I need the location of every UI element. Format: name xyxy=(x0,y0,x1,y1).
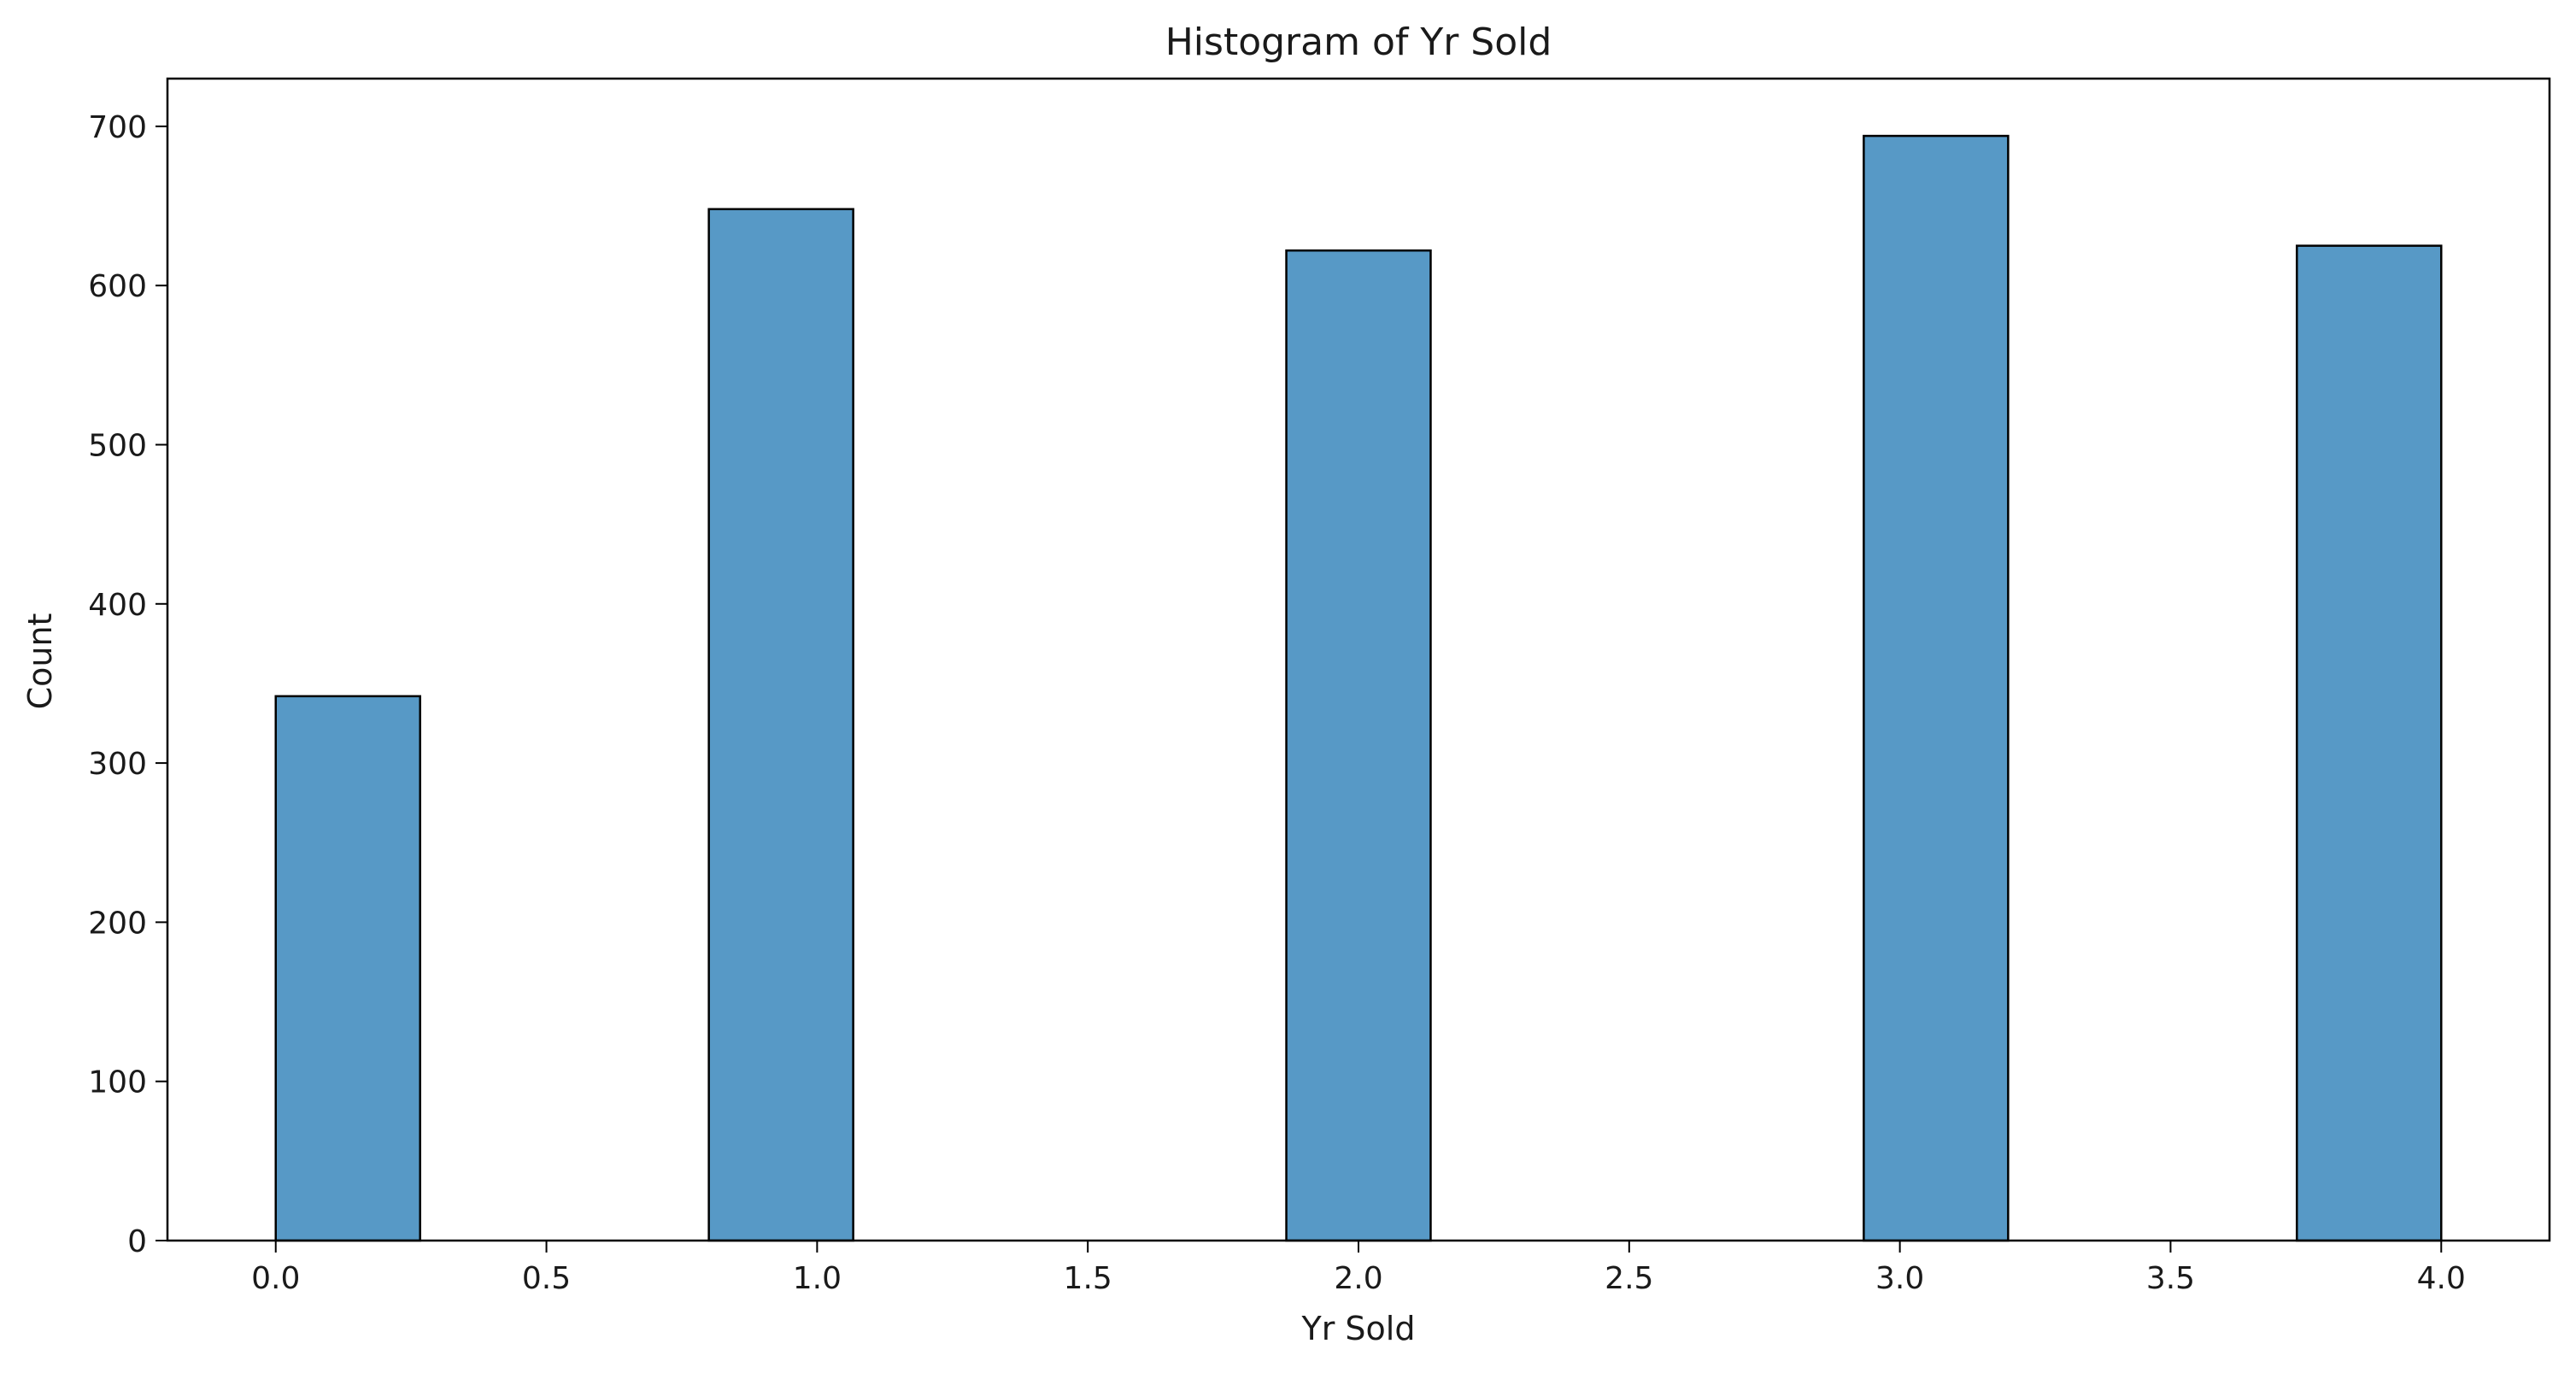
x-axis-label: Yr Sold xyxy=(1301,1310,1416,1347)
x-tick-label: 2.5 xyxy=(1605,1261,1653,1296)
x-tick-label: 1.5 xyxy=(1064,1261,1112,1296)
y-tick-label: 100 xyxy=(88,1065,147,1100)
y-tick-label: 700 xyxy=(88,110,147,145)
y-tick-label: 0 xyxy=(127,1224,147,1259)
y-tick-label: 600 xyxy=(88,269,147,304)
histogram-bar-11 xyxy=(1863,134,2010,1242)
bars-group xyxy=(274,134,2443,1242)
x-tick-label: 2.0 xyxy=(1334,1261,1382,1296)
y-axis-label: Count xyxy=(21,613,59,710)
x-axis-ticks: 0.0 0.5 1.0 1.5 2.0 2.5 3.0 3.5 4.0 xyxy=(251,1241,2466,1296)
plot-frame xyxy=(166,77,2551,1242)
x-tick-label: 4.0 xyxy=(2417,1261,2466,1296)
y-tick-label: 200 xyxy=(88,906,147,941)
x-tick-label: 3.5 xyxy=(2146,1261,2195,1296)
histogram-bar-7 xyxy=(1285,249,1432,1242)
y-tick-label: 500 xyxy=(88,428,147,463)
histogram-bar-3 xyxy=(707,208,854,1242)
y-tick-label: 400 xyxy=(88,588,147,623)
y-axis-ticks: 0 100 200 300 400 500 600 700 xyxy=(88,110,167,1259)
x-tick-label: 0.0 xyxy=(251,1261,300,1296)
y-tick-label: 300 xyxy=(88,747,147,782)
x-tick-label: 0.5 xyxy=(522,1261,571,1296)
histogram-bar-14 xyxy=(2296,244,2443,1242)
x-tick-label: 1.0 xyxy=(793,1261,842,1296)
chart-title: Histogram of Yr Sold xyxy=(1165,21,1552,64)
x-tick-label: 3.0 xyxy=(1875,1261,1924,1296)
histogram-bar-0 xyxy=(274,695,421,1242)
